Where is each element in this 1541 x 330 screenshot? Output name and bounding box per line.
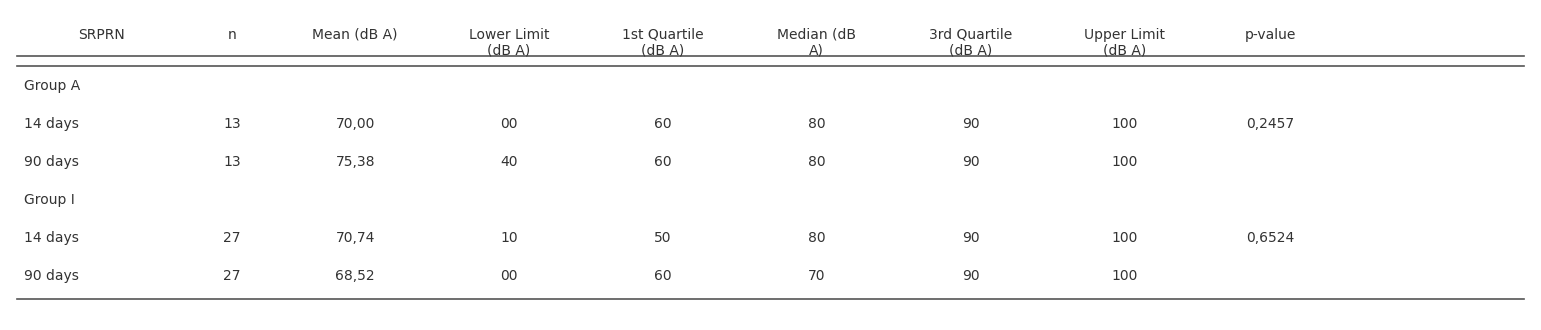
Text: 100: 100 [1111,155,1137,169]
Text: 70: 70 [807,269,826,283]
Text: Group I: Group I [25,193,76,207]
Text: 68,52: 68,52 [336,269,374,283]
Text: 80: 80 [807,117,826,131]
Text: 90 days: 90 days [25,269,79,283]
Text: 60: 60 [653,117,672,131]
Text: 70,74: 70,74 [336,231,374,245]
Text: 100: 100 [1111,269,1137,283]
Text: 70,00: 70,00 [336,117,374,131]
Text: 13: 13 [223,155,240,169]
Text: 1st Quartile
(dB A): 1st Quartile (dB A) [623,28,704,58]
Text: Upper Limit
(dB A): Upper Limit (dB A) [1083,28,1165,58]
Text: 90: 90 [962,231,979,245]
Text: Group A: Group A [25,79,80,93]
Text: 40: 40 [501,155,518,169]
Text: Lower Limit
(dB A): Lower Limit (dB A) [468,28,549,58]
Text: 00: 00 [501,117,518,131]
Text: 3rd Quartile
(dB A): 3rd Quartile (dB A) [929,28,1012,58]
Text: 14 days: 14 days [25,117,79,131]
Text: 14 days: 14 days [25,231,79,245]
Text: Mean (dB A): Mean (dB A) [313,28,398,42]
Text: 27: 27 [223,231,240,245]
Text: 50: 50 [653,231,672,245]
Text: 100: 100 [1111,231,1137,245]
Text: 10: 10 [501,231,518,245]
Text: 90: 90 [962,269,979,283]
Text: 80: 80 [807,155,826,169]
Text: 75,38: 75,38 [336,155,374,169]
Text: 0,6524: 0,6524 [1247,231,1294,245]
Text: 80: 80 [807,231,826,245]
Text: Median (dB
A): Median (dB A) [777,28,857,58]
Text: 60: 60 [653,269,672,283]
Text: 90: 90 [962,155,979,169]
Text: 100: 100 [1111,117,1137,131]
Text: 27: 27 [223,269,240,283]
Text: 60: 60 [653,155,672,169]
Text: SRPRN: SRPRN [79,28,125,42]
Text: n: n [228,28,236,42]
Text: 13: 13 [223,117,240,131]
Text: 90 days: 90 days [25,155,79,169]
Text: 0,2457: 0,2457 [1247,117,1294,131]
Text: 90: 90 [962,117,979,131]
Text: p-value: p-value [1245,28,1296,42]
Text: 00: 00 [501,269,518,283]
